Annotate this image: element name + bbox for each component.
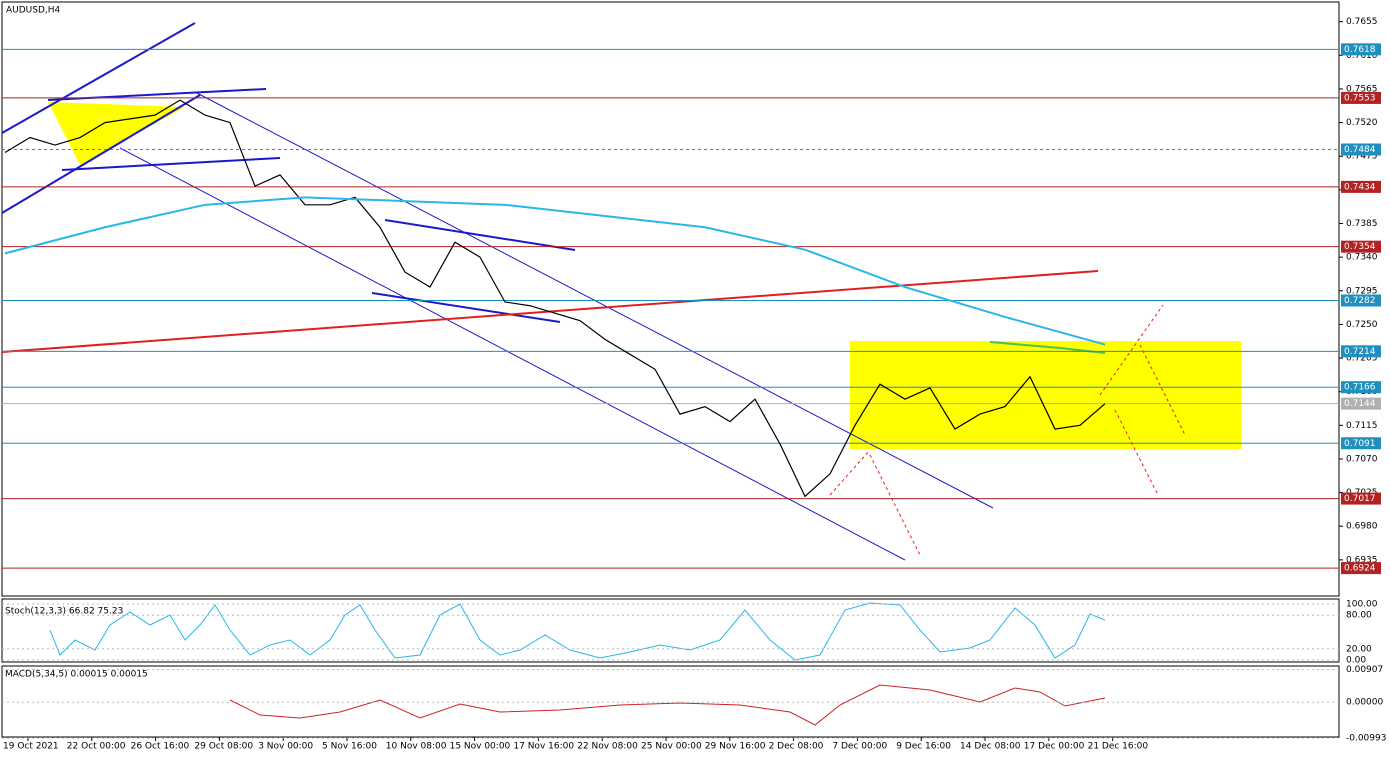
level-tag	[1341, 180, 1381, 193]
level-label: 0.7091	[1344, 439, 1376, 449]
y-tick-label: 0.6935	[1346, 555, 1378, 565]
time-label: 26 Oct 16:00	[131, 742, 190, 752]
trend-lines	[1, 22, 576, 323]
level-label: 0.7144	[1344, 399, 1376, 409]
time-label: 22 Oct 00:00	[67, 742, 126, 752]
macd-frame	[1, 665, 1340, 738]
time-label: 29 Nov 16:00	[705, 742, 766, 752]
time-label: 10 Nov 08:00	[386, 742, 447, 752]
time-label: 22 Nov 08:00	[577, 742, 638, 752]
y-tick-label: 0.7610	[1346, 51, 1378, 61]
time-label: 9 Dec 16:00	[896, 742, 951, 752]
stoch-label: Stoch(12,3,3) 66.82 75.23	[5, 607, 123, 617]
level-tag	[1341, 143, 1381, 156]
level-tag	[1341, 345, 1381, 358]
level-label: 0.6924	[1344, 564, 1376, 574]
level-tag	[1341, 91, 1381, 104]
time-label: 19 Oct 2021	[3, 742, 59, 752]
y-tick-label: 0.7565	[1346, 84, 1378, 94]
level-label: 0.7553	[1344, 93, 1376, 103]
macd-tick-label: 0.00000	[1346, 698, 1383, 708]
y-tick-label: 0.7520	[1346, 118, 1378, 128]
level-tag	[1341, 240, 1381, 253]
y-tick-label: 0.7385	[1346, 219, 1378, 229]
time-label: 29 Oct 08:00	[194, 742, 253, 752]
time-label: 25 Nov 00:00	[641, 742, 702, 752]
time-label: 3 Nov 00:00	[258, 742, 313, 752]
price-line	[4, 99, 1106, 498]
time-label: 5 Nov 16:00	[322, 742, 377, 752]
y-tick-label: 0.7655	[1346, 17, 1378, 27]
level-label: 0.7214	[1344, 347, 1376, 357]
level-label: 0.7166	[1344, 383, 1376, 393]
time-label: 2 Dec 08:00	[769, 742, 824, 752]
time-label: 17 Dec 00:00	[1024, 742, 1085, 752]
y-tick-label: 0.7070	[1346, 454, 1378, 464]
chart-title: AUDUSD,H4	[6, 6, 61, 16]
level-tag	[1341, 562, 1381, 575]
y-tick-label: 0.7250	[1346, 320, 1378, 330]
level-tag	[1341, 294, 1381, 307]
level-tag	[1341, 381, 1381, 394]
main-frame	[1, 1, 1340, 597]
macd-tick-label: -0.00993	[1346, 733, 1386, 743]
stoch-tick-label: 0.00	[1346, 656, 1366, 666]
projection-arrows	[829, 304, 1186, 556]
y-tick-label: 0.7115	[1346, 421, 1378, 431]
level-tag	[1341, 492, 1381, 505]
stoch-tick-label: 20.00	[1346, 644, 1372, 654]
y-tick-label: 0.6980	[1346, 522, 1378, 532]
y-tick-label: 0.7475	[1346, 152, 1378, 162]
time-label: 17 Nov 16:00	[513, 742, 574, 752]
level-label: 0.7017	[1344, 494, 1376, 504]
level-label: 0.7282	[1344, 296, 1376, 306]
time-label: 14 Dec 08:00	[960, 742, 1021, 752]
macd-label: MACD(5,34,5) 0.00015 0.00015	[5, 670, 148, 680]
stoch-frame	[1, 598, 1340, 663]
level-label: 0.7484	[1344, 145, 1376, 155]
level-label: 0.7434	[1344, 182, 1376, 192]
moving-average	[4, 196, 1106, 346]
y-tick-label: 0.7205	[1346, 354, 1378, 364]
stoch-tick-label: 80.00	[1346, 611, 1372, 621]
macd-tick-label: 0.00907	[1346, 665, 1383, 675]
stoch-tick-label: 100.00	[1346, 600, 1378, 610]
level-tag	[1341, 397, 1381, 410]
y-tick-label: 0.7340	[1346, 253, 1378, 263]
time-label: 21 Dec 16:00	[1088, 742, 1149, 752]
level-label: 0.7354	[1344, 242, 1376, 252]
time-label: 15 Nov 00:00	[450, 742, 511, 752]
level-label: 0.7618	[1344, 45, 1376, 55]
time-label: 7 Dec 00:00	[832, 742, 887, 752]
level-tag	[1341, 43, 1381, 56]
level-tag	[1341, 437, 1381, 450]
macd-signal	[229, 684, 1106, 726]
stoch-line	[49, 602, 1106, 661]
y-tick-label: 0.7295	[1346, 286, 1378, 296]
range-box	[850, 341, 1241, 449]
